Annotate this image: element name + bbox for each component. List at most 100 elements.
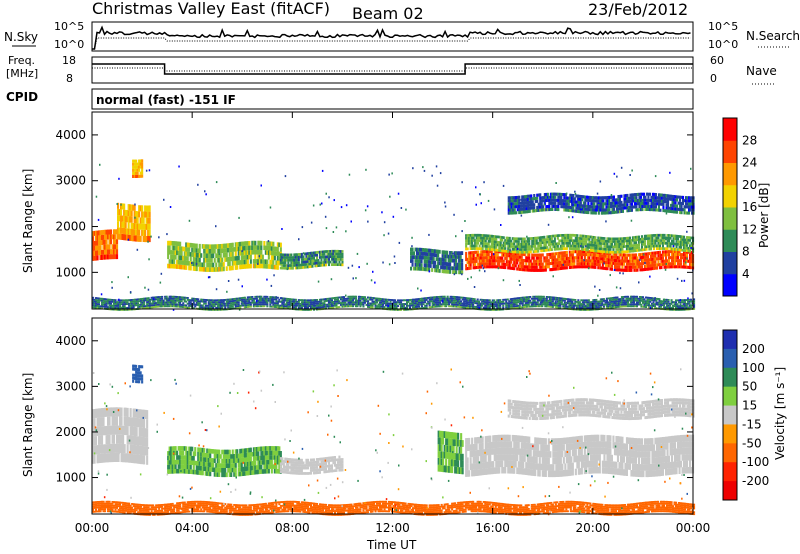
- power-data-cell: [419, 255, 422, 260]
- power-data-cell: [586, 250, 589, 254]
- power-data-cell: [194, 261, 197, 267]
- power-data-cell: [221, 304, 224, 307]
- power-data-cell: [254, 301, 257, 304]
- power-data-cell: [206, 308, 209, 311]
- power-data-cell: [228, 261, 231, 266]
- power-data-cell: [475, 236, 478, 240]
- power-data-cell: [176, 264, 179, 269]
- power-data-cell: [519, 252, 522, 256]
- power-data-cell: [330, 255, 333, 258]
- power-data-cell: [590, 196, 593, 200]
- power-data-cell: [564, 247, 567, 250]
- power-data-cell: [606, 196, 609, 200]
- power-data-cell: [95, 245, 98, 251]
- power-data-cell: [663, 233, 666, 237]
- power-data-cell: [520, 261, 523, 265]
- power-data-cell: [607, 240, 610, 243]
- power-data-cell: [168, 305, 171, 308]
- power-data-cell: [549, 192, 552, 196]
- power-data-cell: [423, 259, 426, 264]
- power-data-cell: [509, 199, 512, 203]
- power-data-cell: [564, 260, 567, 264]
- power-data-cell: [191, 297, 194, 300]
- power-data-cell: [639, 248, 642, 252]
- power-data-cell: [546, 235, 549, 239]
- power-data-cell: [102, 249, 105, 255]
- power-data-cell: [535, 239, 538, 243]
- power-data-cell: [576, 262, 579, 266]
- power-data-cell: [598, 263, 601, 267]
- power-data-cell: [648, 237, 651, 240]
- power-data-cell: [266, 264, 269, 269]
- power-data-cell: [411, 251, 414, 256]
- power-data-cell: [528, 259, 531, 263]
- power-data-cell: [522, 268, 525, 272]
- power-data-cell: [579, 253, 582, 257]
- power-data-cell: [419, 259, 422, 264]
- power-data-cell: [645, 237, 648, 241]
- power-data-cell: [213, 258, 216, 263]
- power-data-cell: [525, 245, 528, 249]
- power-data-cell: [609, 201, 612, 205]
- power-data-cell: [409, 306, 412, 309]
- power-data-cell: [687, 249, 690, 253]
- power-data-cell: [135, 171, 138, 175]
- power-data-cell: [456, 251, 459, 256]
- power-data-cell: [417, 247, 420, 252]
- power-data-cell: [308, 262, 311, 266]
- power-data-cell: [600, 254, 603, 258]
- power-data-cell: [498, 259, 501, 263]
- power-data-cell: [161, 305, 164, 308]
- power-data-cell: [318, 250, 321, 254]
- power-data-cell: [257, 249, 260, 255]
- power-data-cell: [647, 192, 650, 196]
- power-data-cell: [546, 248, 549, 252]
- power-data-cell: [478, 233, 481, 237]
- power-data-cell: [176, 297, 179, 300]
- power-data-cell: [558, 192, 561, 196]
- power-data-cell: [690, 260, 693, 264]
- power-data-cell: [126, 216, 129, 223]
- power-data-cell: [148, 223, 151, 230]
- power-data-cell: [141, 229, 144, 236]
- power-data-cell: [665, 250, 668, 254]
- power-data-cell: [453, 255, 456, 259]
- power-data-cell: [589, 246, 592, 249]
- power-data-cell: [565, 236, 568, 240]
- power-data-cell: [326, 255, 329, 259]
- power-data-cell: [522, 258, 525, 262]
- power-data-cell: [580, 256, 583, 260]
- power-data-cell: [667, 203, 670, 207]
- power-data-cell: [171, 301, 174, 304]
- power-data-cell: [670, 194, 673, 198]
- power-data-cell: [547, 243, 550, 246]
- power-data-cell: [108, 239, 111, 245]
- power-data-cell: [167, 240, 170, 246]
- power-data-cell: [574, 265, 577, 269]
- power-data-cell: [327, 250, 330, 253]
- power-data-cell: [257, 295, 260, 298]
- power-data-cell: [537, 249, 540, 253]
- power-data-cell: [528, 206, 531, 210]
- power-data-cell: [597, 208, 600, 212]
- power-data-cell: [538, 259, 541, 263]
- power-data-cell: [543, 208, 546, 212]
- power-data-cell: [468, 254, 471, 258]
- power-data-cell: [121, 221, 124, 228]
- power-data-cell: [666, 234, 669, 237]
- power-data-cell: [686, 244, 689, 247]
- power-data-cell: [656, 208, 659, 212]
- power-data-cell: [610, 255, 613, 259]
- power-data-cell: [676, 195, 679, 199]
- power-data-cell: [314, 259, 317, 262]
- power-data-cell: [300, 260, 303, 264]
- power-data-cell: [92, 296, 95, 299]
- power-data-cell: [170, 301, 173, 304]
- power-data-cell: [671, 250, 674, 254]
- power-data-cell: [161, 295, 164, 298]
- power-data-cell: [275, 251, 278, 256]
- power-data-cell: [417, 266, 420, 271]
- power-data-cell: [570, 247, 573, 250]
- power-data-cell: [186, 298, 189, 301]
- power-data-cell: [180, 255, 183, 261]
